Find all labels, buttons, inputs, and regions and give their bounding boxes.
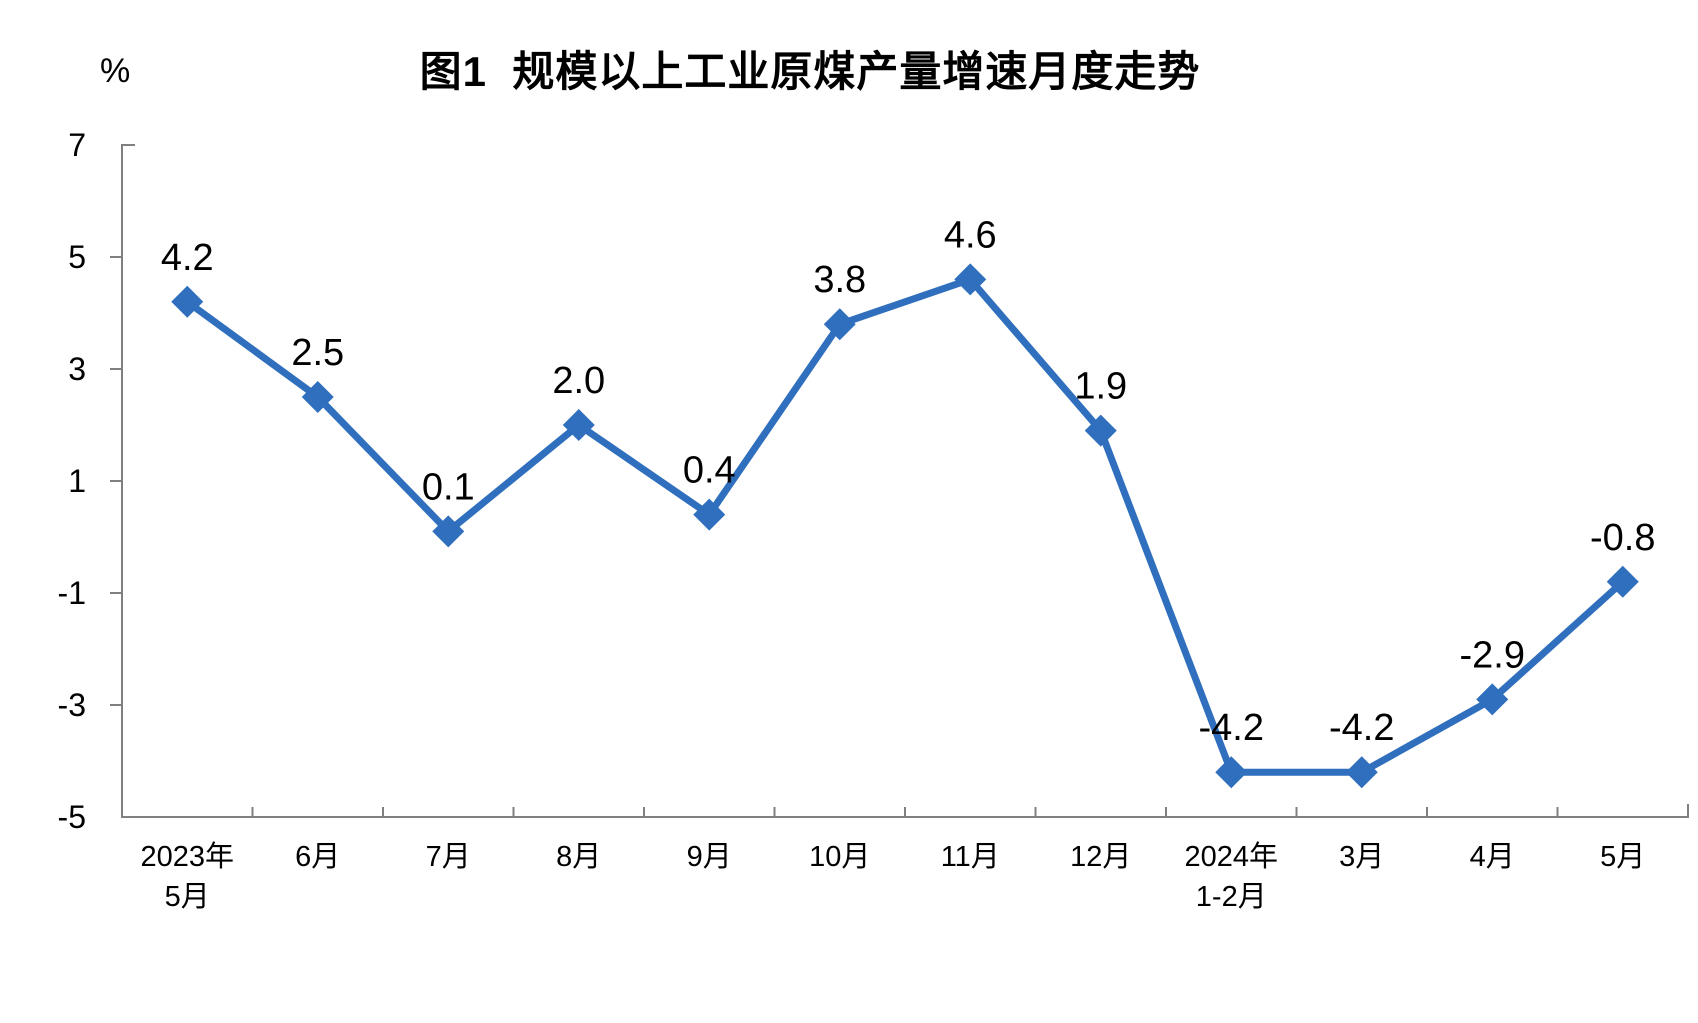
x-axis-label: 11月 (941, 841, 1000, 873)
data-point-marker (1345, 756, 1378, 789)
data-label: 0.4 (683, 450, 736, 492)
y-axis-tick-label: -5 (58, 799, 86, 835)
data-point-marker (562, 409, 595, 441)
x-axis-label: 3月 (1339, 841, 1384, 873)
data-label: 1.9 (1074, 366, 1127, 408)
x-axis-label: 6月 (295, 841, 340, 873)
x-axis-label: 4月 (1470, 841, 1515, 873)
series-line (183, 275, 1627, 776)
data-label: 2.5 (291, 332, 344, 374)
y-axis-tick-label: 3 (68, 351, 86, 387)
data-point-marker (301, 381, 334, 413)
data-label: 3.8 (813, 259, 866, 301)
data-point-marker (1606, 565, 1639, 598)
data-point-marker (693, 498, 726, 531)
data-label: 2.0 (552, 360, 605, 402)
x-axis-label: 2023年 5月 (140, 840, 234, 913)
axis-lines (121, 144, 1689, 818)
data-point-marker (954, 263, 987, 296)
data-label: -4.2 (1329, 707, 1394, 749)
data-label: 0.1 (422, 466, 475, 508)
data-label: -0.8 (1590, 517, 1655, 559)
y-axis-tick-label: -3 (58, 687, 86, 723)
y-axis-tick-label: -1 (58, 575, 86, 611)
data-label: -2.9 (1460, 634, 1525, 676)
data-point-marker (1215, 756, 1248, 789)
data-label: -4.2 (1199, 707, 1264, 749)
y-axis-tick-label: 5 (68, 239, 86, 275)
x-axis-label: 9月 (687, 841, 732, 873)
y-axis-tick-label: 7 (68, 127, 86, 163)
y-axis-tick-label: 1 (68, 463, 86, 499)
x-axis-label: 10月 (809, 841, 870, 873)
x-axis-label: 12月 (1070, 841, 1131, 873)
data-point-marker (432, 515, 465, 548)
x-axis-label: 2024年 1-2月 (1184, 840, 1278, 913)
x-axis-label: 5月 (1600, 841, 1645, 873)
data-point-marker (171, 285, 204, 318)
chart-title: 图1 规模以上工业原煤产量增速月度走势 (419, 48, 1201, 95)
y-axis-unit-label: % (100, 52, 131, 90)
data-label: 4.6 (944, 214, 997, 256)
data-point-marker (1476, 683, 1509, 716)
x-axis-label: 8月 (556, 841, 601, 873)
data-label: 4.2 (161, 237, 214, 279)
x-axis-label: 7月 (426, 841, 471, 873)
data-point-marker (1084, 414, 1117, 447)
data-point-marker (823, 308, 856, 341)
